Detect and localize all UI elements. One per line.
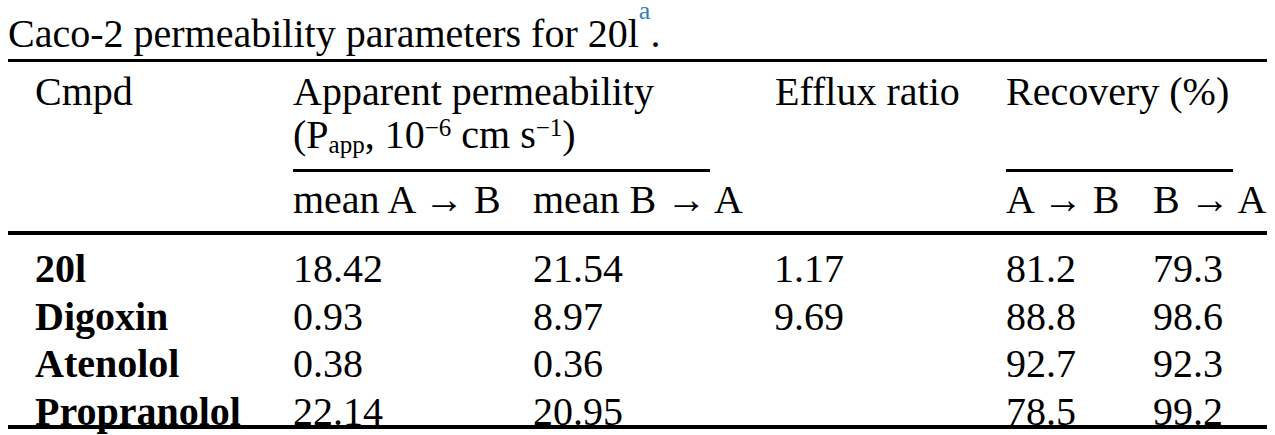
column-header-cmpd: Cmpd	[35, 70, 133, 114]
table-row: Propranolol 22.14 20.95 78.5 99.2	[35, 388, 1275, 435]
rule-recovery-group	[1006, 169, 1233, 173]
cell-recovery-b-to-a: 99.2	[1153, 388, 1275, 435]
papp-subscript: app	[329, 131, 365, 158]
table-body: 20l 18.42 21.54 1.17 81.2 79.3 Digoxin 0…	[35, 245, 1275, 435]
subheader-mean-a-to-b: mean A → B	[293, 178, 501, 222]
caption-period: .	[650, 11, 660, 56]
cell-recovery-a-to-b: 81.2	[1006, 245, 1153, 293]
cell-recovery-a-to-b: 92.7	[1006, 340, 1153, 388]
table-row: Digoxin 0.93 8.97 9.69 88.8 98.6	[35, 293, 1275, 341]
cell-mean-a-to-b: 18.42	[293, 245, 533, 293]
cell-compound: 20l	[35, 245, 293, 293]
cell-recovery-b-to-a: 79.3	[1153, 245, 1275, 293]
apparent-permeability-title: Apparent permeability	[293, 70, 654, 113]
caption-text: Caco-2 permeability parameters for 20l	[8, 11, 639, 56]
table-row: 20l 18.42 21.54 1.17 81.2 79.3	[35, 245, 1275, 293]
table-caption: Caco-2 permeability parameters for 20la.	[8, 3, 660, 56]
cell-compound: Atenolol	[35, 340, 293, 388]
exponent-minus6: −6	[425, 114, 452, 141]
rule-top	[8, 59, 1267, 63]
cell-mean-b-to-a: 0.36	[533, 340, 774, 388]
cell-recovery-a-to-b: 78.5	[1006, 388, 1153, 435]
cell-recovery-b-to-a: 92.3	[1153, 340, 1275, 388]
cell-mean-a-to-b: 0.93	[293, 293, 533, 341]
table-row: Atenolol 0.38 0.36 92.7 92.3	[35, 340, 1275, 388]
cell-recovery-b-to-a: 98.6	[1153, 293, 1275, 341]
column-group-recovery: Recovery (%)	[1006, 70, 1229, 114]
subheader-recovery-a-to-b: A → B	[1006, 178, 1119, 222]
paper-table-page: Caco-2 permeability parameters for 20la.…	[0, 0, 1275, 435]
column-group-apparent-permeability: Apparent permeability (Papp, 10−6 cm s−1…	[293, 70, 654, 161]
exponent-minus1: −1	[536, 114, 563, 141]
cell-mean-a-to-b: 22.14	[293, 388, 533, 435]
subheader-mean-b-to-a: mean B → A	[533, 178, 743, 222]
cell-mean-a-to-b: 0.38	[293, 340, 533, 388]
cell-efflux-ratio	[774, 340, 1006, 388]
footnote-marker-a: a	[639, 0, 651, 25]
rule-apparent-permeability-group	[293, 169, 710, 173]
cell-mean-b-to-a: 8.97	[533, 293, 774, 341]
apparent-permeability-units: (Papp, 10−6 cm s−1)	[293, 113, 654, 161]
cell-compound: Propranolol	[35, 388, 293, 435]
cell-efflux-ratio: 1.17	[774, 245, 1006, 293]
cell-efflux-ratio: 9.69	[774, 293, 1006, 341]
cell-efflux-ratio	[774, 388, 1006, 435]
cell-compound: Digoxin	[35, 293, 293, 341]
cell-mean-b-to-a: 21.54	[533, 245, 774, 293]
subheader-recovery-b-to-a: B → A	[1153, 178, 1266, 222]
cell-mean-b-to-a: 20.95	[533, 388, 774, 435]
cell-recovery-a-to-b: 88.8	[1006, 293, 1153, 341]
column-header-efflux-ratio: Efflux ratio	[775, 70, 960, 114]
rule-header-bottom	[8, 231, 1267, 236]
